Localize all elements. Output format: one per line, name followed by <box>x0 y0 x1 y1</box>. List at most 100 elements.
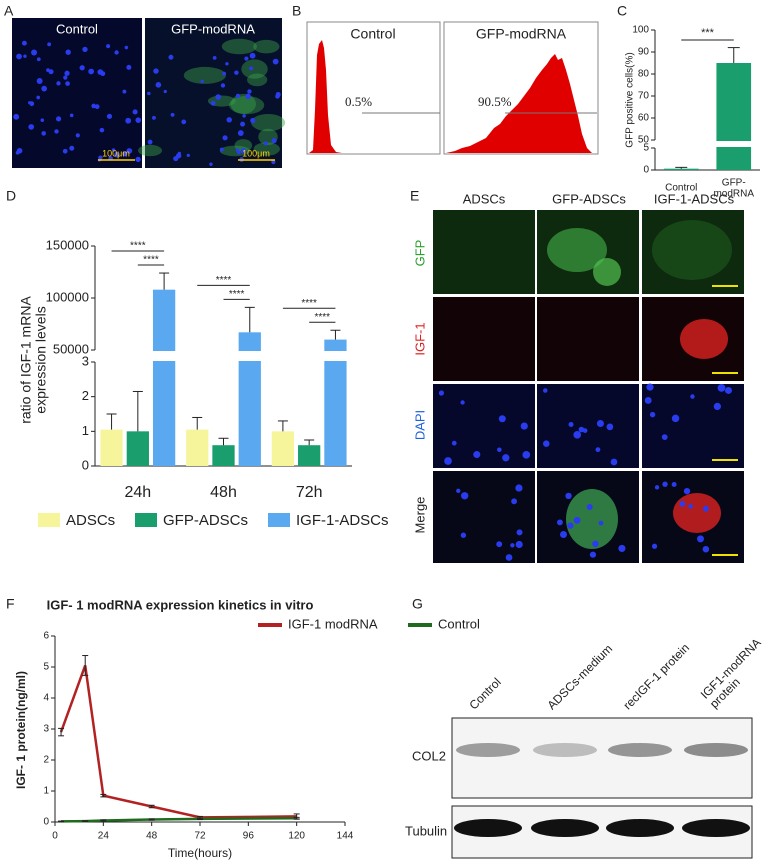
nucleus <box>567 522 574 529</box>
nucleus <box>578 426 585 433</box>
gfp-signal <box>234 139 253 152</box>
nucleus <box>586 504 593 511</box>
nucleus <box>111 148 116 152</box>
nucleus <box>170 112 175 117</box>
nucleus <box>55 116 62 122</box>
nucleus <box>515 540 523 549</box>
nucleus <box>510 543 515 548</box>
nucleus <box>573 431 582 439</box>
gfp-signal <box>593 258 621 286</box>
blot-row-label: COL2 <box>412 748 446 763</box>
line <box>59 665 297 819</box>
legend-label: GFP-ADSCs <box>163 512 248 529</box>
y-tick-label: 50 <box>638 135 650 146</box>
y-tick-label: 5 <box>643 143 649 154</box>
y-tick-label: 0 <box>43 817 49 828</box>
panel-label: D <box>6 188 16 204</box>
nucleus <box>498 415 506 423</box>
chart-title: IGF- 1 modRNA expression kinetics in vit… <box>47 597 314 612</box>
y-tick-label: 90 <box>638 47 650 58</box>
nucleus <box>515 484 523 492</box>
nucleus <box>724 386 732 394</box>
nucleus <box>28 124 35 130</box>
bar <box>298 445 321 466</box>
nucleus <box>147 91 151 96</box>
nucleus <box>249 52 256 59</box>
nucleus <box>226 117 232 123</box>
y-tick-label: 0 <box>82 457 89 472</box>
nucleus <box>41 131 46 136</box>
col2-band <box>684 743 748 757</box>
nucleus <box>212 56 217 60</box>
nucleus <box>21 40 27 46</box>
nucleus <box>560 530 567 538</box>
nucleus <box>516 529 523 536</box>
nucleus <box>683 487 691 495</box>
y-tick-label: 1 <box>43 786 49 797</box>
axis-break <box>96 351 353 361</box>
nucleus <box>271 159 276 165</box>
y-tick-label: 4 <box>43 693 49 704</box>
nucleus <box>661 434 668 441</box>
y-tick-label: 0 <box>643 165 649 176</box>
x-tick-label: 72h <box>296 484 323 501</box>
micrograph <box>537 384 639 468</box>
gfp-signal <box>566 489 618 549</box>
nucleus <box>124 45 129 50</box>
nucleus <box>713 402 722 411</box>
nucleus <box>240 148 247 154</box>
nucleus <box>106 44 111 49</box>
nucleus <box>63 75 68 80</box>
nucleus <box>271 138 277 144</box>
gfp-signal <box>251 114 286 132</box>
nucleus <box>106 113 113 119</box>
nucleus <box>215 94 222 100</box>
nucleus <box>460 532 467 538</box>
legend-label: IGF-1 modRNA <box>288 616 378 631</box>
histogram-frame <box>443 21 599 155</box>
significance-label: **** <box>216 275 232 286</box>
gate-percent: 90.5% <box>478 94 512 109</box>
panel-label: E <box>410 188 419 204</box>
significance-label: **** <box>301 298 317 309</box>
nucleus <box>671 481 677 487</box>
bar <box>212 445 235 466</box>
nucleus <box>168 54 174 60</box>
nucleus <box>654 485 660 490</box>
nucleus <box>573 516 581 524</box>
panel-label: G <box>412 596 423 612</box>
nucleus <box>16 147 23 154</box>
igf-signal <box>673 493 721 533</box>
scale-bar-label: 100μm <box>102 148 130 158</box>
bar <box>152 289 176 466</box>
nucleus <box>618 544 626 552</box>
bar <box>663 168 699 170</box>
nucleus <box>114 50 119 55</box>
nucleus <box>438 390 444 396</box>
nucleus <box>511 498 518 505</box>
nucleus <box>210 100 216 106</box>
x-tick-label: 96 <box>243 831 255 842</box>
nucleus <box>222 135 228 141</box>
y-tick-label: 5 <box>43 662 49 673</box>
nucleus <box>64 70 70 76</box>
legend-swatch <box>268 513 290 527</box>
nucleus <box>62 148 68 154</box>
nucleus <box>690 394 695 399</box>
legend-swatch <box>38 513 60 527</box>
lane-label: Control <box>466 675 503 712</box>
line <box>61 817 297 823</box>
y-tick-label: 100000 <box>46 289 89 304</box>
nucleus <box>91 103 96 109</box>
lane-label: ADSCs-medium <box>544 642 615 713</box>
y-tick-label: 80 <box>638 69 650 80</box>
nucleus <box>94 104 100 110</box>
nucleus <box>36 78 43 84</box>
nucleus <box>249 66 254 71</box>
tubulin-band <box>454 819 522 837</box>
nucleus <box>69 113 74 118</box>
nucleus <box>56 81 61 86</box>
nucleus <box>220 83 226 88</box>
nucleus <box>122 89 127 94</box>
y-tick-label: 50000 <box>53 341 89 356</box>
